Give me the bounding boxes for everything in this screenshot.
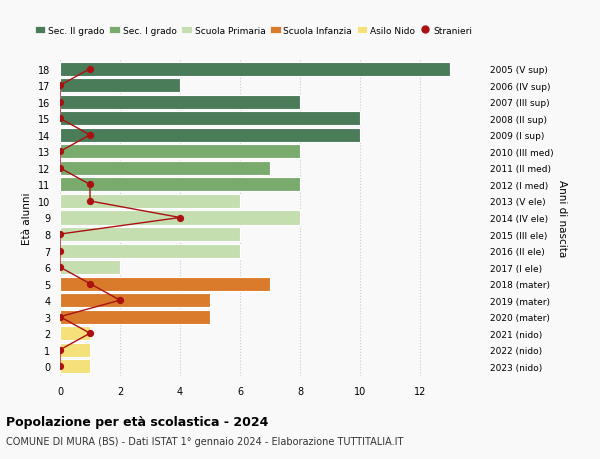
Bar	[60, 228, 240, 241]
Point	[115, 297, 125, 304]
Y-axis label: Età alunni: Età alunni	[22, 192, 32, 244]
Bar	[60, 162, 270, 175]
Bar	[60, 359, 90, 374]
Point	[85, 198, 95, 205]
Bar	[60, 129, 360, 143]
Bar	[60, 145, 300, 159]
Bar	[60, 326, 90, 341]
Point	[55, 99, 65, 106]
Bar	[60, 277, 270, 291]
Point	[55, 83, 65, 90]
Bar	[60, 195, 240, 208]
Point	[55, 148, 65, 156]
Bar	[60, 310, 210, 324]
Point	[55, 264, 65, 271]
Point	[85, 132, 95, 139]
Point	[55, 346, 65, 353]
Point	[55, 313, 65, 321]
Bar	[60, 62, 450, 77]
Bar	[60, 79, 180, 93]
Point	[85, 330, 95, 337]
Bar	[60, 95, 300, 110]
Bar	[60, 293, 210, 308]
Bar	[60, 343, 90, 357]
Bar	[60, 178, 300, 192]
Point	[55, 231, 65, 238]
Bar	[60, 211, 300, 225]
Bar	[60, 244, 240, 258]
Point	[85, 181, 95, 189]
Bar	[60, 112, 360, 126]
Bar	[60, 261, 120, 274]
Point	[85, 66, 95, 73]
Y-axis label: Anni di nascita: Anni di nascita	[557, 179, 567, 257]
Point	[55, 165, 65, 172]
Point	[55, 363, 65, 370]
Text: COMUNE DI MURA (BS) - Dati ISTAT 1° gennaio 2024 - Elaborazione TUTTITALIA.IT: COMUNE DI MURA (BS) - Dati ISTAT 1° genn…	[6, 436, 403, 446]
Point	[85, 280, 95, 288]
Text: Popolazione per età scolastica - 2024: Popolazione per età scolastica - 2024	[6, 415, 268, 428]
Point	[175, 214, 185, 222]
Legend: Sec. II grado, Sec. I grado, Scuola Primaria, Scuola Infanzia, Asilo Nido, Stran: Sec. II grado, Sec. I grado, Scuola Prim…	[31, 23, 476, 39]
Point	[55, 115, 65, 123]
Point	[55, 247, 65, 255]
